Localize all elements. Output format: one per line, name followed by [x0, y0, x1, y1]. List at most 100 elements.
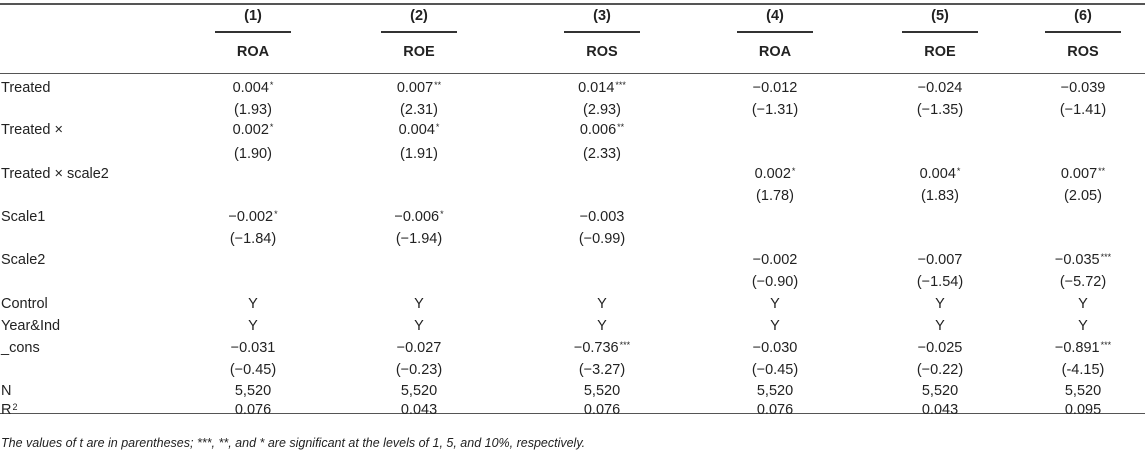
column-variable-1: ROA [236, 44, 270, 60]
table-cell: 0.004* [920, 166, 961, 182]
cell-value: (−1.84) [229, 231, 277, 247]
table-cell: 0.004* [399, 122, 440, 138]
cell-value: 0.095 [1064, 402, 1102, 418]
cell-value: (−1.35) [916, 102, 964, 118]
cell-value: Y [414, 296, 424, 312]
cell-value: (−0.23) [395, 362, 443, 378]
significance-stars: ** [434, 80, 442, 90]
cell-value: 5,520 [583, 383, 621, 399]
cell-value: 0.002 [232, 122, 269, 138]
table-cell: Y [414, 296, 424, 312]
column-number-2: (2) [410, 8, 428, 24]
column-underline-3 [564, 31, 640, 33]
table-cell: −0.030 [753, 340, 798, 356]
row-label: N [1, 383, 11, 399]
table-cell: (2.93) [583, 102, 621, 118]
significance-stars: *** [1100, 252, 1112, 262]
column-variable-5: ROE [924, 44, 956, 60]
cell-value: −0.007 [917, 252, 963, 268]
row-label: _cons [1, 340, 40, 356]
table-cell: (−1.35) [917, 102, 963, 118]
cell-value: −0.003 [579, 209, 625, 225]
row-label-text: R [1, 402, 12, 418]
significance-stars: *** [619, 340, 631, 350]
table-cell: 5,520 [757, 383, 793, 399]
table-cell: (−0.99) [579, 231, 625, 247]
row-label: Year&Ind [1, 318, 60, 334]
row-label-text: N [1, 383, 12, 399]
row-label: Scale2 [1, 252, 45, 268]
cell-value: (1.78) [756, 188, 794, 204]
table-cell: (−5.72) [1060, 274, 1106, 290]
cell-value: (2.33) [583, 146, 621, 162]
cell-value: 0.004 [919, 166, 956, 182]
table-cell: −0.024 [918, 80, 963, 96]
table-cell: Y [597, 318, 607, 334]
table-cell: 0.014*** [578, 80, 626, 96]
table-cell: (−0.45) [752, 362, 798, 378]
table-cell: (1.90) [234, 146, 272, 162]
column-underline-2 [381, 31, 457, 33]
table-cell: −0.006* [394, 209, 443, 225]
table-cell: 0.076 [235, 402, 271, 418]
table-cell: −0.003 [580, 209, 625, 225]
cell-value: Y [935, 318, 945, 334]
cell-value: 5,520 [1064, 383, 1102, 399]
table-cell: 0.004* [233, 80, 274, 96]
table-cell: Y [248, 296, 258, 312]
cell-value: 0.014 [578, 80, 615, 96]
table-cell: −0.002 [753, 252, 798, 268]
cell-value: Y [1078, 296, 1088, 312]
cell-value: Y [248, 318, 258, 334]
cell-value: Y [935, 296, 945, 312]
cell-value: −0.891 [1054, 340, 1100, 356]
significance-stars: * [274, 209, 278, 219]
cell-value: Y [597, 318, 607, 334]
table-cell: (2.05) [1064, 188, 1102, 204]
table-cell: Y [1078, 296, 1088, 312]
row-label-text: Treated × [1, 122, 63, 138]
column-number-1: (1) [244, 8, 262, 24]
row-label: Scale1 [1, 209, 45, 225]
cell-value: 0.043 [921, 402, 959, 418]
cell-value: 0.076 [583, 402, 621, 418]
cell-value: Y [597, 296, 607, 312]
cell-value: (−1.31) [751, 102, 799, 118]
cell-value: (−0.45) [229, 362, 277, 378]
column-variable-6: ROS [1067, 44, 1099, 60]
column-number-3: (3) [593, 8, 611, 24]
table-cell: (−0.45) [230, 362, 276, 378]
bottom-rule [0, 413, 1145, 414]
cell-value: 5,520 [921, 383, 959, 399]
row-label-text: Treated × scale2 [1, 166, 109, 182]
row-label: Control [1, 296, 48, 312]
table-cell: (−1.84) [230, 231, 276, 247]
table-cell: Y [770, 318, 780, 334]
cell-value: (−3.27) [578, 362, 626, 378]
cell-value: −0.002 [752, 252, 798, 268]
cell-value: (−0.22) [916, 362, 964, 378]
cell-value: −0.035 [1054, 252, 1100, 268]
table-cell: 0.007** [1061, 166, 1105, 182]
cell-value: (2.05) [1064, 188, 1102, 204]
cell-value: 0.007 [1060, 166, 1098, 182]
cell-value: 0.004 [398, 122, 435, 138]
cell-value: −0.031 [230, 340, 276, 356]
column-number-5: (5) [931, 8, 949, 24]
significance-stars: * [791, 166, 796, 176]
row-label: Treated × [1, 122, 63, 138]
cell-value: (−0.99) [578, 231, 626, 247]
cell-value: 0.076 [234, 402, 272, 418]
cell-value: 5,520 [400, 383, 438, 399]
table-cell: 5,520 [235, 383, 271, 399]
table-note: The values of t are in parentheses; ***,… [1, 436, 586, 450]
table-cell: 0.076 [584, 402, 620, 418]
table-cell: Y [1078, 318, 1088, 334]
table-cell: (−1.94) [396, 231, 442, 247]
cell-value: 0.007 [396, 80, 434, 96]
column-underline-5 [902, 31, 978, 33]
significance-stars: * [435, 122, 440, 132]
cell-value: −0.030 [752, 340, 798, 356]
row-label: Treated [1, 80, 50, 96]
cell-value: (1.91) [400, 146, 438, 162]
